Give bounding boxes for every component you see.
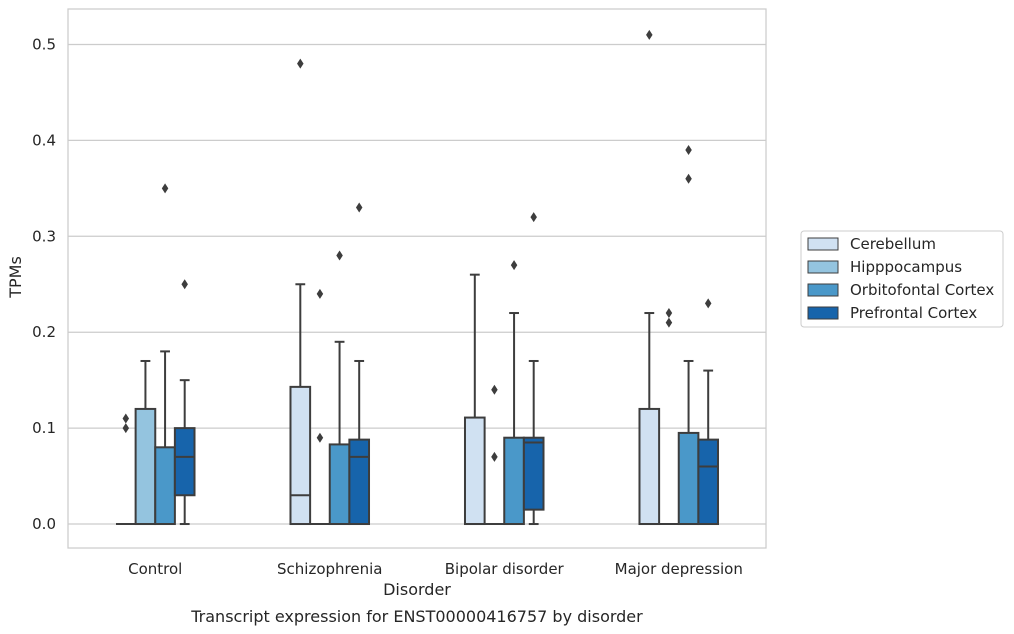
legend-item: Prefrontal Cortex [807, 304, 977, 322]
y-tick-label: 0.3 [32, 227, 56, 245]
box-2-2 [310, 288, 330, 526]
outlier-point [181, 279, 188, 290]
box-1-3 [154, 183, 176, 526]
box-iqr [328, 443, 351, 526]
box-4-4 [697, 298, 720, 526]
outlier-point [704, 298, 712, 309]
x-tick-labels: Control Schizophrenia Bipolar disorder Majo… [128, 560, 743, 578]
legend-label: Prefrontal Cortex [850, 304, 977, 322]
legend-swatch [807, 260, 839, 274]
legend-item: Orbitofontal Cortex [807, 281, 994, 299]
outlier-point [316, 288, 324, 299]
y-axis-label: TPMs [6, 256, 25, 299]
legend-label: Hipppocampus [850, 258, 962, 276]
box-3-2 [484, 384, 505, 526]
y-tick-label: 0.5 [32, 35, 56, 53]
x-tick-label: Major depression [615, 560, 743, 578]
box-iqr [697, 438, 720, 526]
outlier-point [530, 212, 537, 223]
box-3-3 [503, 260, 525, 526]
box-iqr [134, 407, 157, 526]
box-4-3 [677, 144, 700, 526]
chart-caption: Transcript expression for ENST0000041675… [190, 607, 643, 626]
box-iqr [463, 416, 486, 526]
outlier-point [297, 58, 304, 69]
outlier-point [510, 260, 518, 271]
box-4-2 [659, 308, 679, 526]
y-tick-label: 0.2 [32, 323, 56, 341]
outlier-point [646, 29, 653, 40]
y-tick-labels: 0.0 0.1 0.2 0.3 0.4 0.5 [32, 35, 56, 533]
outlier-point [355, 202, 363, 213]
outlier-point [685, 144, 692, 155]
outlier-point [491, 384, 498, 395]
legend-item: Hipppocampus [807, 258, 962, 276]
box-iqr [677, 431, 700, 526]
box-iqr [638, 407, 661, 526]
y-tick-label: 0.4 [32, 131, 56, 149]
x-axis-label: Disorder [383, 580, 451, 599]
plot-area-frame [67, 8, 767, 549]
x-tick-label: Schizophrenia [277, 560, 382, 578]
box-2-3 [328, 250, 351, 526]
outlier-point [122, 423, 130, 434]
box-1-1 [115, 413, 136, 526]
legend-item: Cerebellum [807, 235, 936, 253]
outlier-point [665, 308, 673, 319]
box-3-1 [463, 273, 486, 526]
legend-label: Cerebellum [850, 235, 936, 253]
outlier-point [122, 413, 130, 424]
outlier-point [316, 432, 324, 443]
outlier-point [685, 173, 692, 184]
box-4-1 [638, 29, 661, 526]
box-2-1 [289, 58, 312, 526]
box-iqr [348, 438, 371, 526]
box-iqr [522, 436, 545, 511]
box-iqr [289, 385, 312, 526]
outlier-point [161, 183, 169, 194]
y-tick-label: 0.0 [32, 515, 56, 533]
box-iqr [173, 427, 196, 497]
box-3-4 [522, 212, 545, 526]
legend-swatch [807, 237, 839, 251]
box-2-4 [348, 202, 371, 526]
box-1-2 [134, 359, 157, 526]
legend: Cerebellum Hipppocampus Orbitofontal Corte… [800, 230, 1004, 328]
x-tick-label: Control [128, 560, 182, 578]
legend-swatch [807, 306, 839, 320]
legend-swatch [807, 283, 839, 297]
box-1-4 [173, 279, 196, 526]
box-iqr [154, 446, 176, 526]
outlier-point [665, 317, 673, 328]
box-iqr [503, 436, 525, 526]
outlier-point [491, 451, 498, 462]
y-tick-label: 0.1 [32, 419, 56, 437]
box-series [115, 29, 720, 526]
outlier-point [336, 250, 343, 261]
x-tick-label: Bipolar disorder [445, 560, 565, 578]
legend-label: Orbitofontal Cortex [850, 281, 994, 299]
legend-frame [800, 230, 1004, 328]
